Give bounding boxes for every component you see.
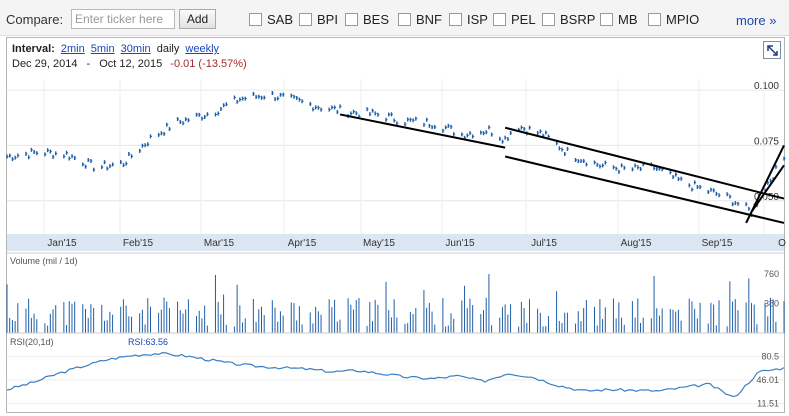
compare-ticker-label: PEL bbox=[511, 11, 536, 27]
expand-chart-button[interactable] bbox=[763, 41, 781, 59]
compare-ticker-label: ISP bbox=[467, 11, 488, 27]
compare-bsrp-checkbox[interactable]: BSRP bbox=[542, 11, 595, 27]
compare-ticker-label: MPIO bbox=[666, 11, 700, 27]
chart-info: Interval: 2min 5min 30min daily weekly D… bbox=[12, 42, 247, 72]
volume-tick-label: 760 bbox=[764, 269, 779, 279]
month-label: Feb'15 bbox=[123, 238, 154, 249]
compare-ticker-label: MB bbox=[618, 11, 638, 27]
compare-mb-checkbox[interactable]: MB bbox=[600, 11, 638, 27]
compare-pel-checkbox[interactable]: PEL bbox=[493, 11, 536, 27]
compare-mpio-checkbox[interactable]: MPIO bbox=[648, 11, 699, 27]
checkbox-box[interactable] bbox=[398, 12, 411, 26]
add-button[interactable]: Add bbox=[179, 9, 216, 29]
month-label: Jul'15 bbox=[531, 238, 557, 249]
range-end: Oct 12, 2015 bbox=[99, 58, 163, 70]
compare-ticker-label: BNF bbox=[416, 11, 442, 27]
range-start: Dec 29, 2014 bbox=[12, 58, 78, 70]
compare-bar: Compare: Add SAB BPI BES BNF ISP PEL BSRP MB MPI… bbox=[0, 0, 789, 36]
month-label: O bbox=[778, 238, 786, 249]
trendline bbox=[504, 126, 785, 200]
compare-ticker-label: BES bbox=[363, 11, 390, 27]
checkbox-box[interactable] bbox=[345, 12, 358, 26]
rsi-tick-label: 80.5 bbox=[761, 351, 779, 361]
interval-label: Interval: bbox=[12, 43, 55, 55]
more-link[interactable]: more » bbox=[736, 13, 777, 28]
range-row: Dec 29, 2014 - Oct 12, 2015 -0.01 (-13.5… bbox=[12, 57, 247, 72]
interval-5min[interactable]: 5min bbox=[90, 43, 115, 55]
compare-ticker-label: SAB bbox=[267, 11, 294, 27]
month-label: Sep'15 bbox=[702, 238, 733, 249]
rsi-tick-label: 11.51 bbox=[757, 399, 779, 409]
compare-ticker-label: BPI bbox=[317, 11, 338, 27]
compare-bpi-checkbox[interactable]: BPI bbox=[299, 11, 338, 27]
month-label: Apr'15 bbox=[288, 238, 317, 249]
expand-arrows-icon bbox=[767, 45, 778, 56]
compare-label: Compare: bbox=[6, 12, 64, 27]
compare-sab-checkbox[interactable]: SAB bbox=[249, 11, 293, 27]
month-label: Jan'15 bbox=[47, 238, 77, 249]
range-separator: - bbox=[86, 58, 91, 70]
compare-bes-checkbox[interactable]: BES bbox=[345, 11, 389, 27]
volume-panel-title: Volume (mil / 1d) bbox=[10, 256, 78, 266]
compare-isp-checkbox[interactable]: ISP bbox=[449, 11, 488, 27]
month-label: Aug'15 bbox=[621, 238, 652, 249]
checkbox-box[interactable] bbox=[449, 12, 462, 26]
price-tick-label: 0.100 bbox=[754, 81, 779, 92]
month-label: Jun'15 bbox=[445, 238, 475, 249]
trendline bbox=[750, 164, 785, 213]
volume-tick-label: 380 bbox=[764, 299, 779, 309]
interval-weekly[interactable]: weekly bbox=[185, 43, 220, 55]
rsi-panel-title: RSI(20,1d) bbox=[10, 337, 54, 347]
interval-2min[interactable]: 2min bbox=[60, 43, 85, 55]
checkbox-box[interactable] bbox=[249, 12, 262, 26]
price-panel bbox=[7, 79, 784, 234]
price-tick-label: 0.075 bbox=[754, 136, 779, 147]
compare-ticker-label: BSRP bbox=[560, 11, 596, 27]
ticker-input[interactable] bbox=[71, 9, 175, 29]
range-change: -0.01 (-13.57%) bbox=[170, 58, 247, 70]
checkbox-box[interactable] bbox=[648, 12, 661, 26]
rsi-tick-label: 46.01 bbox=[756, 375, 779, 385]
interval-row: Interval: 2min 5min 30min daily weekly bbox=[12, 42, 247, 57]
interval-30min[interactable]: 30min bbox=[120, 43, 151, 55]
month-axis-band bbox=[7, 234, 784, 251]
compare-bnf-checkbox[interactable]: BNF bbox=[398, 11, 442, 27]
checkbox-box[interactable] bbox=[542, 12, 555, 26]
checkbox-box[interactable] bbox=[600, 12, 613, 26]
trendline bbox=[339, 113, 506, 149]
checkbox-box[interactable] bbox=[299, 12, 312, 26]
rsi-line bbox=[6, 351, 785, 398]
rsi-value-label: RSI:63.56 bbox=[128, 337, 168, 347]
checkbox-box[interactable] bbox=[493, 12, 506, 26]
interval-daily: daily bbox=[156, 43, 180, 55]
month-label: Mar'15 bbox=[204, 238, 235, 249]
price-tick-label: 0.050 bbox=[754, 192, 779, 203]
month-label: May'15 bbox=[363, 238, 395, 249]
trendline bbox=[504, 155, 785, 224]
